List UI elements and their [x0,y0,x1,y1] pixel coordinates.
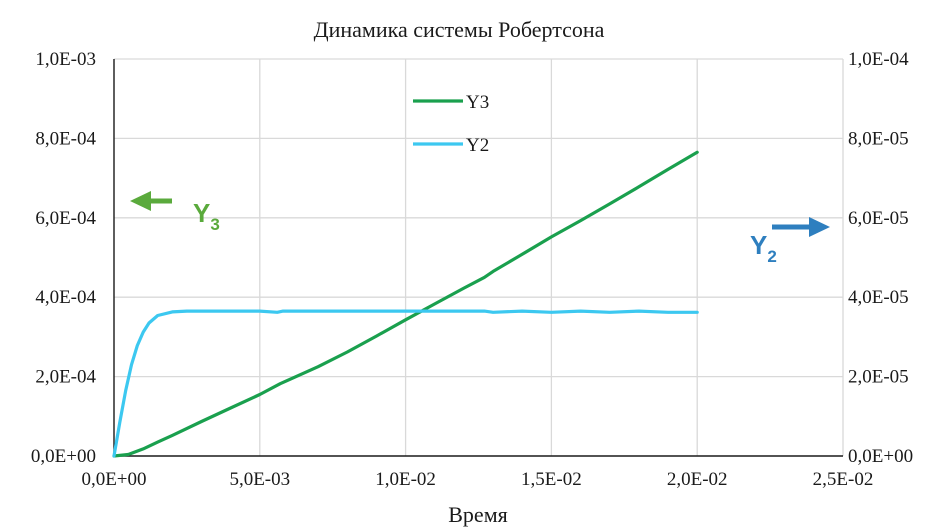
y2-axis-annotation: Y2 [750,230,777,266]
chart-title: Динамика системы Робертсона [314,17,605,42]
x-tick-label: 1,0E-02 [375,469,436,490]
y-tick-label-left: 8,0E-04 [35,128,96,149]
x-axis-title: Время [448,502,507,527]
series-lines [112,150,699,458]
legend: Y3 Y2 [413,92,489,156]
y-tick-label-left: 4,0E-04 [35,287,96,308]
y-tick-label-left: 6,0E-04 [35,208,96,229]
y-tick-label-left: 1,0E-03 [35,49,96,70]
y-tick-label-left: 2,0E-04 [35,367,96,388]
series-line-y2 [112,309,699,458]
right-arrow-head-icon [809,217,830,237]
tick-labels: 0,0E+00 5,0E-03 1,0E-02 1,5E-02 2,0E-02 2,5E-… [31,49,913,490]
y3-axis-annotation: Y3 [193,198,220,234]
x-tick-label: 2,5E-02 [813,469,874,490]
y-tick-label-right: 1,0E-04 [848,49,909,70]
legend-label-y3: Y3 [466,92,489,113]
x-tick-label: 2,0E-02 [667,469,728,490]
y3-annotation-subscript: 3 [210,215,219,234]
series-line-y3 [112,150,699,458]
y2-annotation-letter: Y [750,230,767,260]
y-tick-label-right: 8,0E-05 [848,128,909,149]
y3-annotation-letter: Y [193,198,210,228]
x-tick-label: 5,0E-03 [229,469,290,490]
grid-lines [114,58,844,456]
y-tick-label-right: 2,0E-05 [848,367,909,388]
y-tick-label-right: 0,0E+00 [848,446,913,467]
y-tick-label-left: 0,0E+00 [31,446,96,467]
axes [113,59,843,457]
x-tick-label: 1,5E-02 [521,469,582,490]
left-arrow-head-icon [130,191,151,211]
legend-label-y2: Y2 [466,135,489,156]
y-tick-label-right: 4,0E-05 [848,287,909,308]
x-tick-label: 0,0E+00 [81,469,146,490]
y2-annotation-subscript: 2 [767,247,776,266]
y-tick-label-right: 6,0E-05 [848,208,909,229]
